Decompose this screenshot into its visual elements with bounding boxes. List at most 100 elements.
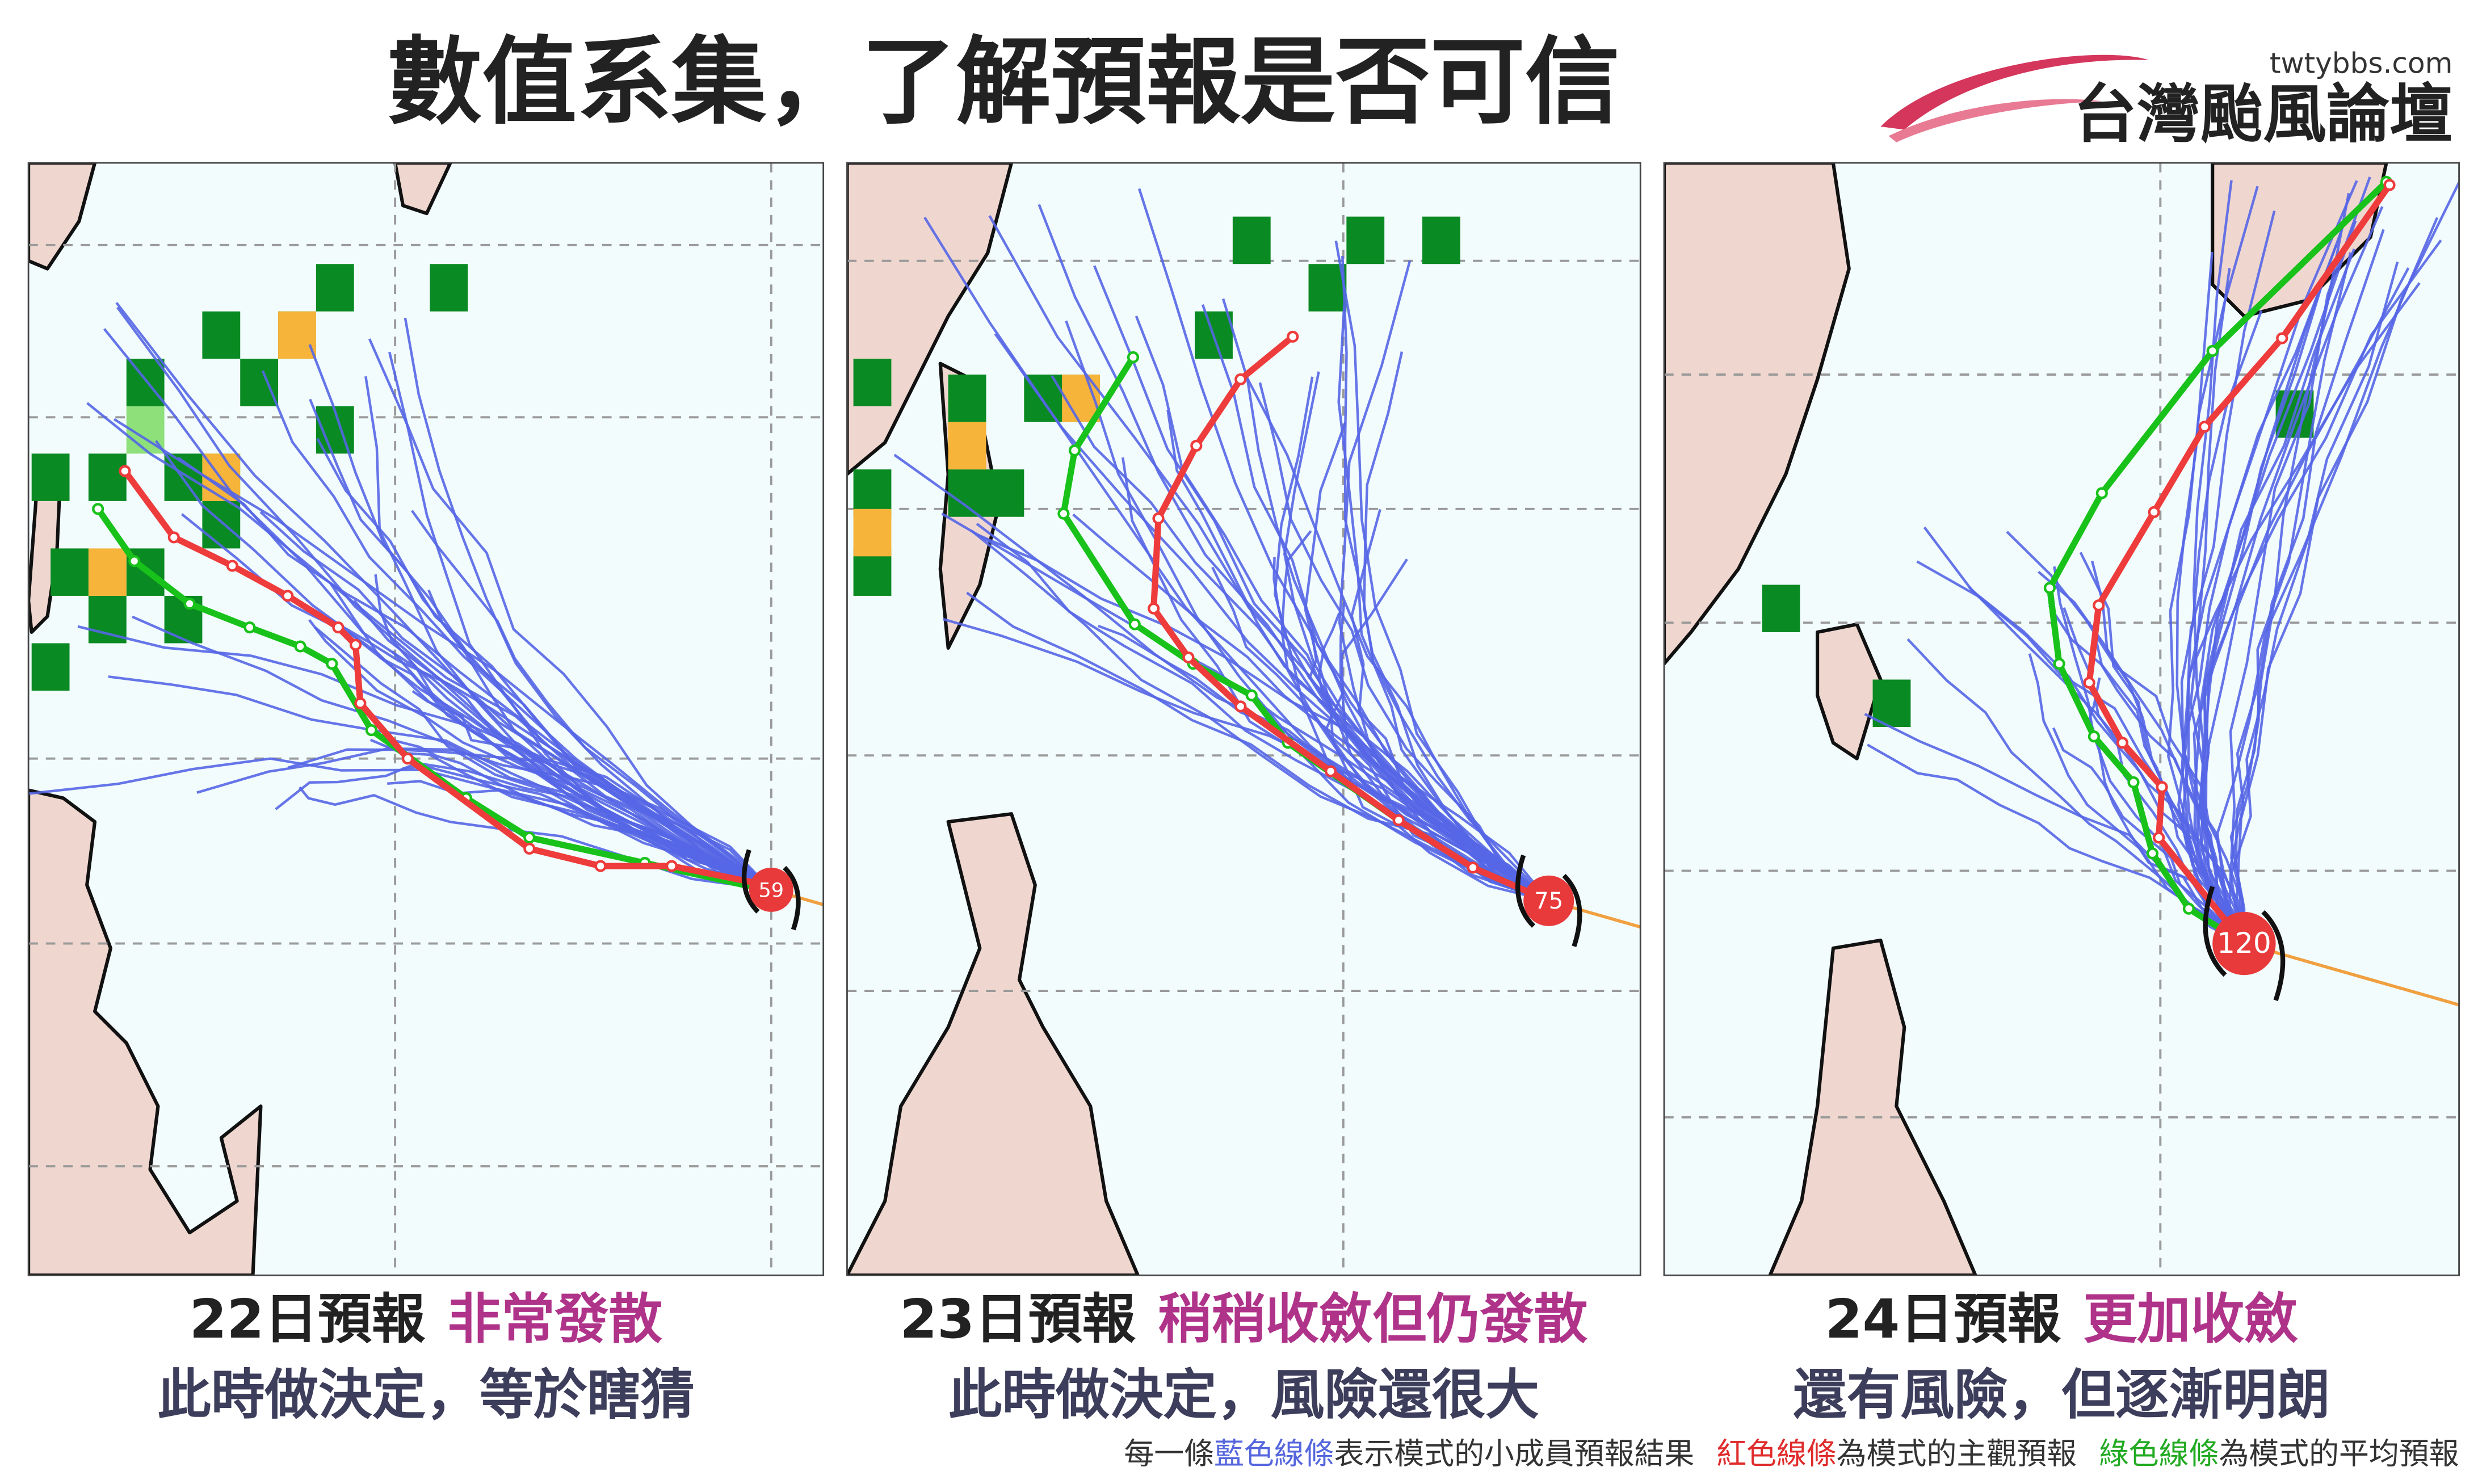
rain-cell: [430, 264, 468, 312]
track-point: [523, 831, 536, 844]
track-point: [2206, 344, 2219, 357]
track-point: [365, 724, 377, 737]
track-point: [1234, 373, 1247, 386]
logo: twtybbs.com 台灣颱風論壇: [1880, 46, 2453, 152]
ensemble-track: [411, 510, 772, 891]
caption-verdict: 更加收斂: [2083, 1288, 2298, 1351]
footer-part: 表示模式的小成員預報結果: [1334, 1436, 1695, 1471]
track-point: [226, 560, 238, 572]
footer-part: 藍色線條: [1214, 1436, 1334, 1471]
land: [1816, 622, 1883, 760]
ensemble-track: [132, 615, 772, 891]
track-point: [665, 860, 678, 872]
caption-note: 此時做決定，風險還很大: [948, 1364, 1539, 1426]
ensemble-track: [2189, 268, 2245, 944]
rain-cell: [164, 595, 203, 644]
storm-arm: [2261, 910, 2286, 1002]
logo-site: twtybbs.com: [2270, 46, 2453, 79]
track-point: [354, 697, 367, 709]
ensemble-track: [942, 617, 1549, 902]
track-point: [2053, 658, 2065, 670]
ensemble-track: [1334, 240, 1550, 902]
ensemble-track: [1363, 351, 1550, 902]
footer-part: 紅色線條: [1716, 1436, 1837, 1471]
track-point: [294, 640, 306, 653]
land: [393, 163, 452, 216]
storm-symbol: [1523, 875, 1574, 926]
ensemble-track: [316, 438, 772, 891]
rain-cell: [853, 359, 892, 406]
footer-legend: 每一條藍色線條表示模式的小成員預報結果 紅色線條為模式的主觀預報 綠色線條為模式的平…: [1124, 1436, 2459, 1471]
track-point: [2383, 179, 2396, 191]
track-point: [2043, 582, 2056, 594]
ensemble-track: [2197, 224, 2345, 944]
storm-arm: [1515, 854, 1536, 928]
track-point: [1152, 512, 1165, 525]
map-content: 59: [28, 163, 824, 1276]
ensemble-track: [2053, 566, 2245, 945]
storm-arm: [2203, 885, 2227, 977]
rain-cell: [986, 469, 1024, 517]
rain-cell: [1872, 679, 1911, 728]
ensemble-track: [1122, 457, 1549, 902]
ensemble-track: [2180, 310, 2263, 944]
track-point: [1467, 861, 1479, 874]
caption: 23日預報 稍稍收斂但仍發散: [900, 1288, 1587, 1351]
storm-arm: [741, 849, 760, 914]
ensemble-track: [977, 533, 1550, 902]
caption-date: 22日預報: [190, 1288, 426, 1351]
track-point: [1392, 814, 1405, 826]
rain-cell: [88, 453, 127, 501]
caption-date: 24日預報: [1825, 1288, 2061, 1351]
ensemble-track: [2235, 179, 2459, 944]
track-point: [1287, 330, 1299, 343]
rain-cell: [202, 501, 241, 549]
ensemble-track: [196, 747, 772, 891]
panel-border: [27, 162, 825, 1276]
rain-cell: [316, 264, 354, 312]
storm-arm: [1562, 873, 1582, 947]
storm-symbol: [749, 867, 793, 912]
caption-verdict: 非常發散: [447, 1288, 662, 1351]
track-point: [1245, 689, 1258, 701]
ensemble-track: [2193, 180, 2246, 944]
ensemble-track: [368, 338, 772, 891]
track-point: [1068, 444, 1081, 457]
ensemble-track: [2177, 282, 2421, 944]
mean-track: [122, 469, 767, 888]
rain-cell: [278, 311, 316, 359]
rain-cell: [1422, 216, 1460, 264]
logo-text: 台灣颱風論壇: [2073, 78, 2452, 152]
track-point: [128, 555, 141, 567]
logo-swoosh: [1888, 99, 2102, 142]
land: [847, 812, 1140, 1276]
track-point: [243, 621, 256, 634]
rain-cell: [1232, 216, 1271, 264]
mean-track: [2086, 183, 2392, 946]
panel-border: [846, 162, 1641, 1276]
ensemble-track: [291, 596, 772, 891]
rain-cell: [948, 469, 986, 517]
track-point: [2095, 487, 2108, 499]
track-point: [1148, 602, 1160, 615]
track-point: [594, 860, 607, 872]
footer-part: 每一條: [1124, 1436, 1214, 1471]
storm-arm: [783, 865, 801, 931]
ensemble-track: [2193, 239, 2442, 944]
caption-note: 還有風險，但逐漸明朗: [1793, 1364, 2330, 1426]
rain-cell: [948, 375, 986, 422]
rain-cell: [948, 422, 986, 470]
rain-cell: [1346, 216, 1385, 264]
panel-border: [1663, 162, 2460, 1276]
ensemble-track: [374, 574, 772, 891]
track-point: [2116, 737, 2129, 749]
map-content: 75: [847, 163, 1641, 1276]
title: 數值系集，了解預報是否可信: [387, 27, 1620, 137]
rain-cell: [1308, 264, 1347, 312]
rain-cell: [126, 359, 165, 406]
